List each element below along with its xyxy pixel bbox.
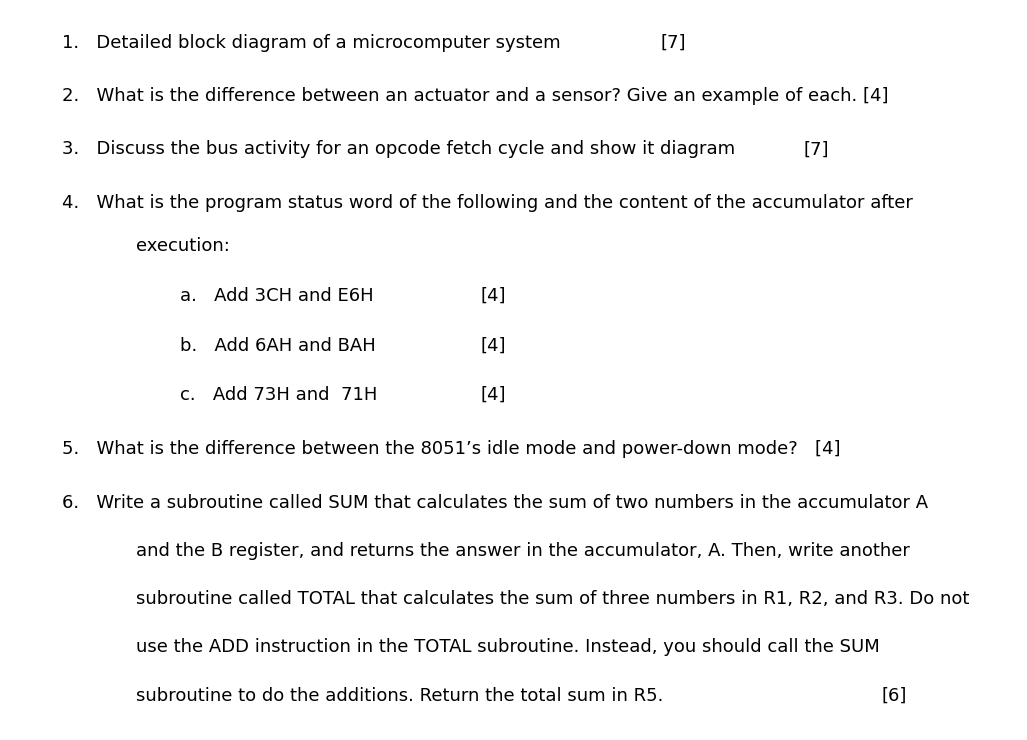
Text: [6]: [6]: [881, 687, 907, 704]
Text: [4]: [4]: [481, 337, 506, 354]
Text: 2.   What is the difference between an actuator and a sensor? Give an example of: 2. What is the difference between an act…: [62, 87, 888, 105]
Text: a.   Add 3CH and E6H: a. Add 3CH and E6H: [180, 287, 374, 305]
Text: 1.   Detailed block diagram of a microcomputer system: 1. Detailed block diagram of a microcomp…: [62, 34, 561, 52]
Text: c.   Add 73H and  71H: c. Add 73H and 71H: [180, 386, 377, 404]
Text: subroutine to do the additions. Return the total sum in R5.: subroutine to do the additions. Return t…: [136, 687, 663, 704]
Text: [4]: [4]: [481, 386, 506, 404]
Text: 5.   What is the difference between the 8051’s idle mode and power-down mode?   : 5. What is the difference between the 80…: [62, 440, 840, 458]
Text: 6.   Write a subroutine called SUM that calculates the sum of two numbers in the: 6. Write a subroutine called SUM that ca…: [62, 494, 927, 512]
Text: use the ADD instruction in the TOTAL subroutine. Instead, you should call the SU: use the ADD instruction in the TOTAL sub…: [136, 639, 879, 656]
Text: [7]: [7]: [660, 34, 686, 52]
Text: 3.   Discuss the bus activity for an opcode fetch cycle and show it diagram: 3. Discuss the bus activity for an opcod…: [62, 141, 734, 158]
Text: [4]: [4]: [481, 287, 506, 305]
Text: and the B register, and returns the answer in the accumulator, A. Then, write an: and the B register, and returns the answ…: [136, 542, 910, 560]
Text: [7]: [7]: [803, 141, 829, 158]
Text: 4.   What is the program status word of the following and the content of the acc: 4. What is the program status word of th…: [62, 194, 913, 212]
Text: execution:: execution:: [136, 238, 229, 255]
Text: subroutine called TOTAL that calculates the sum of three numbers in R1, R2, and : subroutine called TOTAL that calculates …: [136, 591, 968, 608]
Text: b.   Add 6AH and BAH: b. Add 6AH and BAH: [180, 337, 376, 354]
